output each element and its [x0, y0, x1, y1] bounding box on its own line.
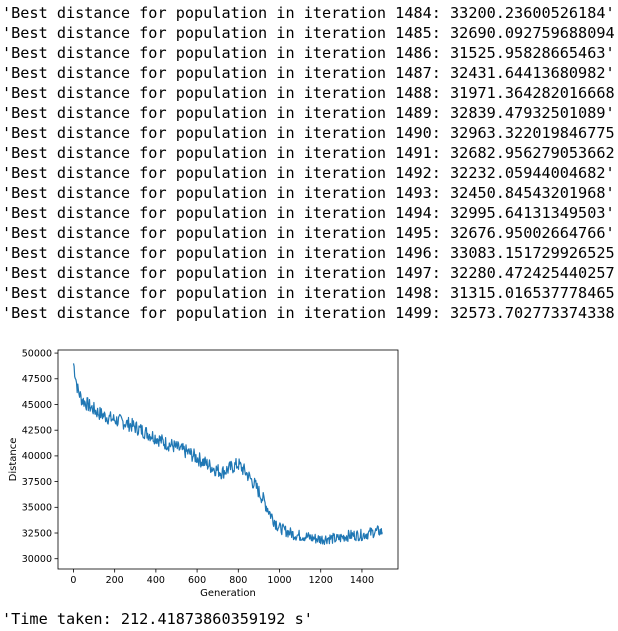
- y-tick-label: 50000: [22, 348, 52, 359]
- x-tick-label: 200: [106, 575, 124, 586]
- log-line: 'Best distance for population in iterati…: [2, 304, 618, 322]
- y-tick-label: 35000: [22, 503, 52, 514]
- plot-frame: [57, 349, 399, 570]
- distance-chart: 0 200 400 600 800 1000 1200 1400 30000 32500 35000…: [0, 338, 410, 608]
- x-tick-label: 1200: [309, 575, 333, 586]
- x-tick-label: 1000: [267, 575, 291, 586]
- y-tick-label: 37500: [22, 477, 52, 488]
- x-tick-label: 400: [147, 575, 165, 586]
- y-tick-label: 42500: [22, 425, 52, 436]
- log-line: 'Best distance for population in iterati…: [2, 4, 615, 22]
- cell-output-log: 'Best distance for population in iterati…: [2, 3, 618, 323]
- x-tick-label: 800: [229, 575, 247, 586]
- log-line: 'Best distance for population in iterati…: [2, 224, 615, 242]
- y-tick-label: 45000: [22, 400, 52, 411]
- x-axis-label: Generation: [200, 588, 256, 599]
- log-line: 'Best distance for population in iterati…: [2, 24, 618, 42]
- log-line: 'Best distance for population in iterati…: [2, 244, 618, 262]
- log-line: 'Best distance for population in iterati…: [2, 284, 618, 302]
- log-line: 'Best distance for population in iterati…: [2, 184, 615, 202]
- log-line: 'Best distance for population in iterati…: [2, 124, 618, 142]
- x-tick-label: 0: [70, 575, 76, 586]
- log-line: 'Best distance for population in iterati…: [2, 164, 615, 182]
- y-tick-label: 30000: [22, 554, 52, 565]
- log-line: 'Best distance for population in iterati…: [2, 264, 618, 282]
- time-taken-output: 'Time taken: 212.41873860359192 s': [2, 610, 313, 628]
- log-line: 'Best distance for population in iterati…: [2, 204, 615, 222]
- log-line: 'Best distance for population in iterati…: [2, 44, 615, 62]
- log-line: 'Best distance for population in iterati…: [2, 84, 618, 102]
- x-tick-label: 1400: [350, 575, 374, 586]
- log-line: 'Best distance for population in iterati…: [2, 144, 618, 162]
- y-tick-label: 40000: [22, 451, 52, 462]
- y-axis-label: Distance: [8, 438, 19, 482]
- y-tick-label: 32500: [22, 528, 52, 539]
- distance-series-line: [72, 363, 383, 545]
- x-tick-label: 600: [188, 575, 206, 586]
- y-tick-label: 47500: [22, 374, 52, 385]
- distance-chart-svg: 0 200 400 600 800 1000 1200 1400 30000 32500 35000…: [8, 348, 399, 599]
- log-line: 'Best distance for population in iterati…: [2, 104, 615, 122]
- log-line: 'Best distance for population in iterati…: [2, 64, 615, 82]
